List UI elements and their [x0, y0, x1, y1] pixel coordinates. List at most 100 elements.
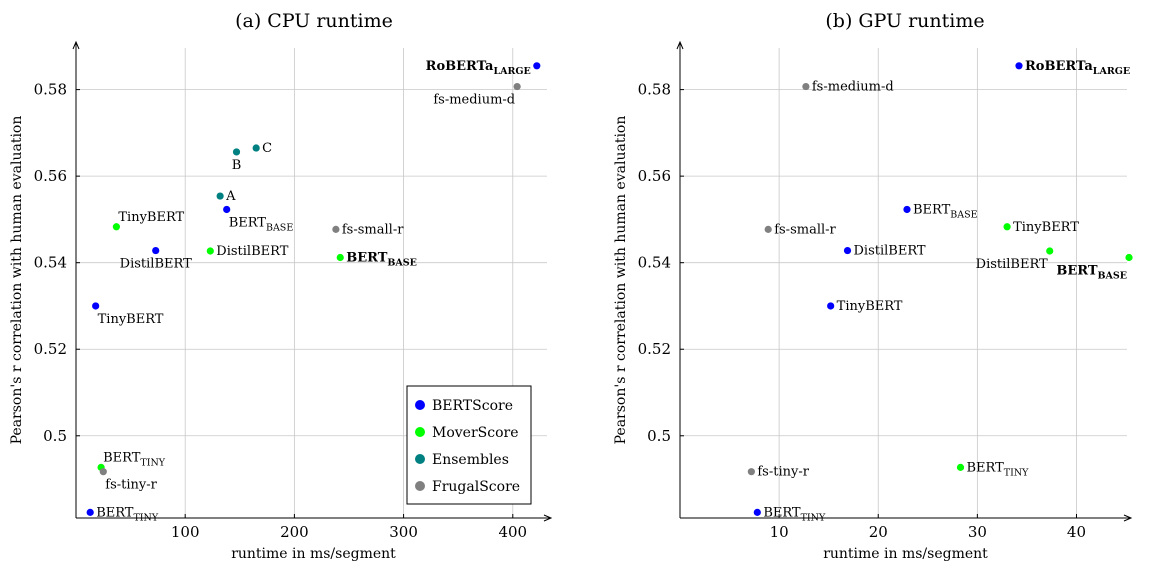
point-bertscore-label: BERTBASE	[229, 215, 294, 233]
point-ensembles	[232, 148, 241, 156]
point-ensembles-label: B	[232, 158, 242, 173]
point-bertscore-label-subscript: LARGE	[1093, 66, 1130, 77]
point-moverscore-label-text: TinyBERT	[118, 210, 184, 225]
point-bertscore-label-text: DistilBERT	[120, 257, 192, 272]
x-tick-label: 100	[171, 523, 200, 541]
legend-marker	[415, 427, 425, 437]
legend-entry-label: Ensembles	[432, 452, 509, 468]
point-frugalscore-label: fs-medium-d	[433, 93, 515, 108]
point-bertscore-label-subscript: TINY	[133, 512, 158, 523]
point-moverscore-label-text: BERT	[967, 460, 1005, 475]
point-moverscore-label-subscript: BASE	[387, 257, 417, 268]
y-axis-arrow	[72, 40, 80, 50]
point-frugalscore	[747, 468, 755, 476]
point-moverscore-label: TinyBERT	[118, 210, 184, 225]
point-moverscore	[206, 247, 214, 255]
legend-entry-label: MoverScore	[432, 425, 519, 441]
point-ensembles-label: C	[262, 141, 272, 156]
point-bertscore	[533, 62, 541, 70]
point-frugalscore-label: fs-small-r	[774, 222, 836, 237]
point-moverscore-label-subscript: BASE	[1098, 270, 1128, 281]
point-bertscore-label-text: BERT	[96, 505, 134, 520]
y-tick-label: 0.54	[638, 254, 671, 272]
legend-entry-label: BERTScore	[432, 398, 513, 414]
point-moverscore	[336, 253, 344, 262]
point-bertscore-label-text: BERT	[913, 202, 951, 217]
point-frugalscore	[802, 82, 810, 91]
y-tick-label: 0.52	[34, 340, 67, 358]
point-frugalscore-label: fs-tiny-r	[105, 478, 157, 493]
point-ensembles	[216, 192, 224, 200]
y-tick-label: 0.56	[34, 167, 67, 185]
point-ensembles-label: A	[225, 189, 236, 204]
x-tick-label: 300	[389, 523, 418, 541]
point-bertscore-label-text: DistilBERT	[854, 244, 926, 259]
point-frugalscore-label: fs-medium-d	[812, 80, 894, 95]
point-bertscore-label: BERTBASE	[913, 202, 978, 220]
point-frugalscore	[99, 468, 107, 476]
x-axis-label: runtime in ms/segment	[231, 546, 396, 562]
point-ensembles	[252, 144, 260, 152]
point-bertscore-label-text: TinyBERT	[837, 299, 903, 314]
point-frugalscore-label-text: fs-tiny-r	[757, 465, 809, 480]
point-frugalscore-label-text: fs-medium-d	[433, 93, 515, 108]
y-axis-label: Pearson's r correlation with human evalu…	[613, 116, 629, 445]
point-moverscore	[1125, 253, 1133, 262]
point-moverscore-label-text: BERT	[103, 450, 141, 465]
y-tick-label: 0.52	[638, 340, 671, 358]
point-bertscore-label: RoBERTaLARGE	[426, 59, 531, 77]
point-frugalscore-label-text: fs-small-r	[342, 222, 404, 237]
point-frugalscore-label-text: fs-small-r	[774, 222, 836, 237]
point-bertscore	[843, 246, 852, 255]
point-bertscore	[86, 508, 94, 516]
panel-cpu: (a) CPU runtime 100 200 300 400 0.5 0.52 0.54 0.…	[9, 10, 553, 562]
y-axis-label: Pearson's r correlation with human evalu…	[9, 116, 25, 445]
point-moverscore-label-text: DistilBERT	[216, 244, 288, 259]
point-moverscore	[1003, 223, 1011, 231]
point-bertscore	[152, 246, 160, 255]
point-bertscore-label: BERTTINY	[96, 505, 159, 523]
legend-entry-label: FrugalScore	[432, 479, 520, 495]
point-bertscore	[223, 205, 231, 214]
point-frugalscore-label-text: fs-medium-d	[812, 80, 894, 95]
point-bertscore-label: DistilBERT	[120, 257, 192, 272]
point-bertscore-label-text: BERT	[763, 505, 801, 520]
point-bertscore-label-subscript: BASE	[950, 209, 977, 220]
x-axis-label: runtime in ms/segment	[823, 546, 988, 562]
point-frugalscore	[332, 225, 340, 233]
y-tick-label: 0.58	[638, 81, 671, 99]
x-axis-arrow	[1123, 514, 1133, 522]
panel-gpu: (b) GPU runtime 10 20 30 40 0.5 0.52 0.54 0.56 0.…	[613, 10, 1133, 562]
point-moverscore	[1046, 247, 1054, 255]
point-bertscore-label: TinyBERT	[98, 312, 164, 327]
y-tick-label: 0.58	[34, 81, 67, 99]
x-tick-label: 400	[498, 523, 527, 541]
point-moverscore-label: DistilBERT	[976, 257, 1048, 272]
point-moverscore-label: DistilBERT	[216, 244, 288, 259]
point-moverscore-label-text: BERT	[346, 250, 387, 265]
point-bertscore-label: BERTTINY	[763, 505, 826, 523]
y-axis-arrow	[676, 40, 684, 50]
x-tick-label: 20	[869, 523, 888, 541]
point-frugalscore-label: fs-small-r	[342, 222, 404, 237]
x-tick-label: 10	[770, 523, 789, 541]
x-tick-label: 200	[280, 523, 309, 541]
legend-marker	[415, 481, 425, 491]
point-bertscore-label: DistilBERT	[854, 244, 926, 259]
point-bertscore-label-subscript: BASE	[266, 222, 293, 233]
chart-title: (a) CPU runtime	[235, 10, 393, 32]
y-tick-label: 0.5	[43, 427, 67, 445]
point-bertscore-label-text: TinyBERT	[98, 312, 164, 327]
point-bertscore-label-subscript: TINY	[801, 512, 826, 523]
point-bertscore	[1015, 62, 1023, 70]
point-moverscore-label-text: BERT	[1056, 263, 1097, 278]
legend-marker	[415, 400, 425, 410]
legend: BERTScore MoverScore Ensembles FrugalScore	[406, 385, 532, 505]
point-bertscore-label: RoBERTaLARGE	[1025, 59, 1130, 77]
chart-title: (b) GPU runtime	[825, 10, 984, 32]
legend-marker	[415, 454, 425, 464]
point-moverscore-label: TinyBERT	[1013, 220, 1079, 235]
point-frugalscore	[764, 225, 772, 233]
